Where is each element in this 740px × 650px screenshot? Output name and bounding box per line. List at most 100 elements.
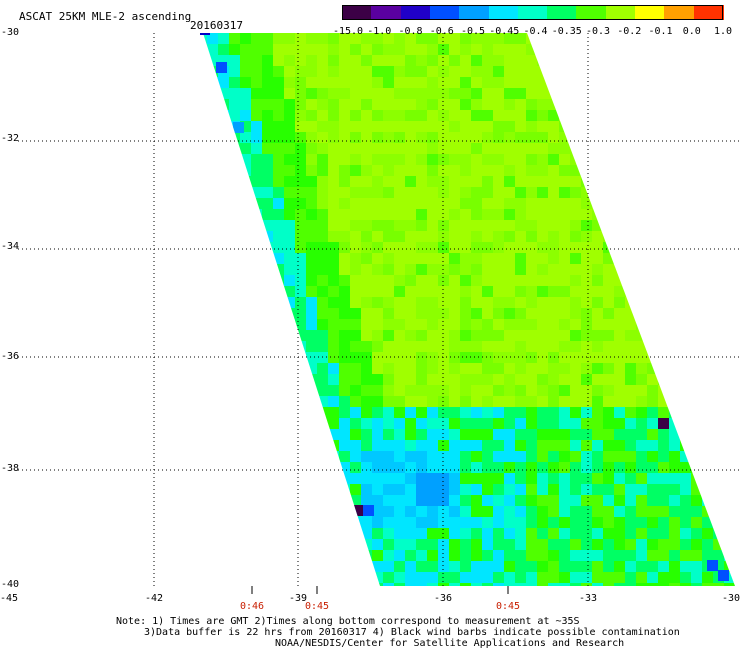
wind-cell — [328, 517, 339, 528]
wind-cell — [350, 110, 361, 121]
wind-cell — [680, 220, 691, 231]
wind-cell — [361, 220, 372, 231]
wind-cell — [680, 286, 691, 297]
wind-cell — [372, 451, 383, 462]
wind-cell — [207, 264, 218, 275]
wind-cell — [493, 308, 504, 319]
wind-cell — [229, 363, 240, 374]
wind-cell — [460, 363, 471, 374]
wind-cell — [647, 319, 658, 330]
wind-cell — [570, 143, 581, 154]
wind-cell — [251, 154, 262, 165]
wind-cell — [614, 187, 625, 198]
wind-cell — [515, 374, 526, 385]
wind-cell — [559, 539, 570, 550]
wind-cell — [229, 308, 240, 319]
wind-cell — [504, 77, 515, 88]
wind-cell — [537, 308, 548, 319]
wind-cell — [603, 77, 614, 88]
wind-cell — [460, 66, 471, 77]
wind-cell — [306, 539, 317, 550]
wind-cell — [559, 561, 570, 572]
wind-cell — [361, 561, 372, 572]
wind-cell — [581, 143, 592, 154]
wind-cell — [471, 429, 482, 440]
wind-cell — [658, 132, 669, 143]
wind-cell — [416, 231, 427, 242]
wind-cell — [735, 99, 740, 110]
wind-cell — [427, 220, 438, 231]
wind-cell — [273, 231, 284, 242]
wind-cell — [449, 99, 460, 110]
wind-cell — [383, 561, 394, 572]
wind-cell — [306, 264, 317, 275]
wind-cell — [482, 242, 493, 253]
wind-cell — [251, 33, 262, 44]
wind-cell — [339, 110, 350, 121]
wind-cell — [284, 550, 295, 561]
wind-cell — [416, 330, 427, 341]
wind-cell — [702, 572, 713, 583]
wind-cell — [295, 187, 306, 198]
wind-cell — [647, 418, 658, 429]
wind-cell — [284, 561, 295, 572]
wind-cell — [460, 319, 471, 330]
wind-cell — [306, 88, 317, 99]
wind-cell — [592, 165, 603, 176]
wind-cell — [218, 253, 229, 264]
wind-cell — [471, 55, 482, 66]
wind-cell — [240, 77, 251, 88]
wind-cell — [328, 297, 339, 308]
wind-cell — [427, 440, 438, 451]
wind-cell — [647, 352, 658, 363]
wind-cell — [203, 440, 207, 451]
wind-cell — [702, 506, 713, 517]
wind-cell — [603, 286, 614, 297]
wind-cell — [669, 583, 680, 586]
wind-cell — [636, 407, 647, 418]
wind-cell — [471, 242, 482, 253]
wind-cell — [680, 539, 691, 550]
wind-cell — [702, 451, 713, 462]
wind-cell — [537, 77, 548, 88]
wind-cell — [203, 352, 207, 363]
wind-cell — [658, 352, 669, 363]
wind-cell — [218, 55, 229, 66]
wind-cell — [625, 407, 636, 418]
wind-cell — [361, 473, 372, 484]
wind-cell — [405, 385, 416, 396]
wind-cell — [526, 132, 537, 143]
wind-cell — [548, 550, 559, 561]
colorbar-label: -0.5 — [460, 26, 486, 37]
wind-cell — [537, 418, 548, 429]
wind-cell — [713, 187, 724, 198]
wind-cell — [526, 77, 537, 88]
wind-cell — [691, 110, 702, 121]
wind-cell — [460, 528, 471, 539]
wind-cell — [504, 99, 515, 110]
wind-cell — [559, 429, 570, 440]
wind-cell — [262, 231, 273, 242]
wind-cell — [394, 495, 405, 506]
wind-cell — [284, 220, 295, 231]
wind-cell — [713, 253, 724, 264]
wind-cell — [625, 418, 636, 429]
wind-cell — [724, 275, 735, 286]
wind-cell — [218, 209, 229, 220]
wind-cell — [493, 517, 504, 528]
wind-cell — [306, 297, 317, 308]
wind-cell — [339, 88, 350, 99]
wind-cell — [647, 44, 658, 55]
wind-cell — [515, 495, 526, 506]
wind-cell — [251, 451, 262, 462]
wind-cell — [592, 550, 603, 561]
wind-cell — [284, 473, 295, 484]
wind-cell — [559, 572, 570, 583]
wind-cell — [416, 451, 427, 462]
wind-cell — [581, 286, 592, 297]
wind-cell — [592, 88, 603, 99]
wind-cell — [416, 495, 427, 506]
wind-cell — [262, 132, 273, 143]
wind-cell — [339, 308, 350, 319]
wind-cell — [229, 198, 240, 209]
